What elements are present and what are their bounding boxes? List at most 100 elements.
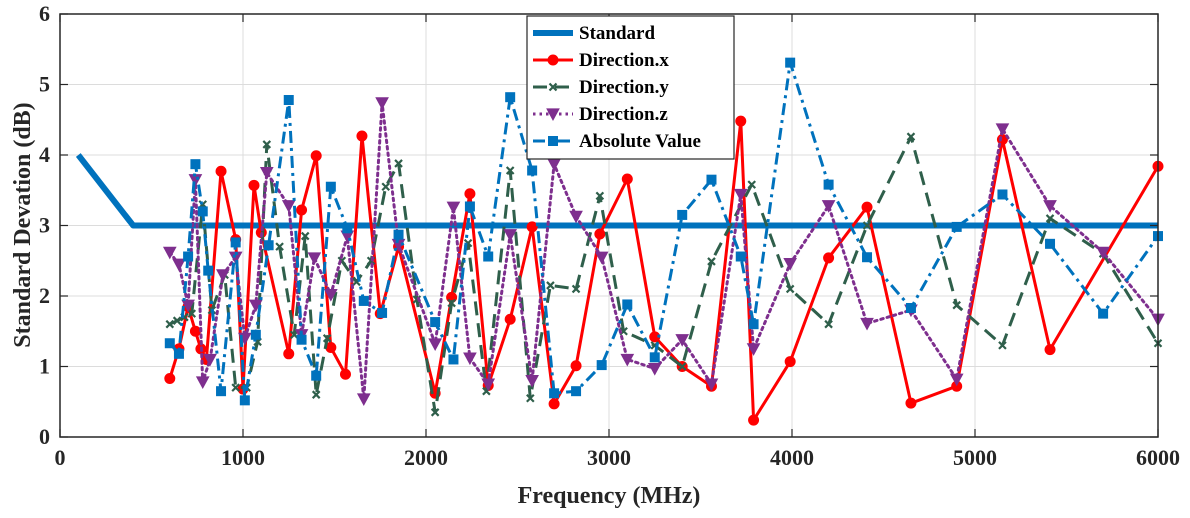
- data-point: [735, 251, 746, 262]
- y-tick-label: 5: [39, 72, 50, 97]
- data-point: [342, 223, 353, 234]
- data-point: [215, 165, 227, 177]
- data-point: [203, 265, 214, 276]
- data-point: [998, 341, 1007, 350]
- data-point: [951, 221, 962, 232]
- data-point: [949, 373, 964, 387]
- data-point: [733, 188, 748, 202]
- data-point: [275, 242, 284, 251]
- data-point: [311, 390, 321, 399]
- data-point: [230, 237, 241, 248]
- data-point: [464, 188, 476, 200]
- data-point: [571, 386, 582, 397]
- data-point: [183, 251, 194, 262]
- legend-label: Absolute Value: [579, 131, 701, 152]
- data-point: [525, 375, 539, 388]
- data-point: [310, 150, 322, 162]
- data-point: [621, 173, 633, 185]
- data-point: [250, 329, 261, 340]
- data-point: [503, 229, 518, 242]
- data-point: [905, 397, 917, 409]
- data-point: [784, 356, 796, 368]
- data-point: [862, 252, 873, 263]
- data-point: [620, 353, 635, 367]
- data-point: [821, 200, 836, 213]
- data-point: [195, 376, 210, 390]
- data-point: [547, 158, 561, 172]
- data-point: [216, 269, 230, 282]
- data-point: [596, 360, 607, 371]
- data-point: [239, 395, 250, 406]
- legend: Standard Direction.x Direction.y Direction.…: [526, 15, 735, 160]
- legend-entry: Direction.y: [533, 77, 669, 98]
- legend-entry: Direction.z: [533, 104, 668, 125]
- data-point: [748, 414, 760, 426]
- y-tick-label: 6: [39, 1, 50, 26]
- axes: 0 1000 2000 3000 4000 5000 6000 0 1 2 3 4 5 6: [39, 1, 1180, 470]
- data-point: [259, 167, 274, 180]
- data-point: [905, 302, 916, 313]
- data-point: [1098, 308, 1109, 319]
- data-point: [448, 354, 459, 365]
- data-point: [446, 201, 461, 215]
- data-point: [647, 363, 662, 376]
- legend-label: Direction.y: [579, 77, 669, 98]
- data-point: [322, 334, 332, 343]
- data-point: [570, 360, 582, 372]
- data-point: [358, 295, 369, 306]
- legend-label: Standard: [579, 23, 655, 44]
- data-point: [187, 309, 197, 318]
- data-point: [430, 317, 441, 328]
- data-point: [190, 159, 201, 170]
- data-point: [181, 299, 195, 313]
- data-point: [164, 338, 175, 349]
- data-point: [569, 210, 583, 224]
- x-tick-label: 0: [55, 445, 66, 470]
- data-point: [594, 228, 606, 240]
- data-point: [216, 386, 227, 397]
- data-point: [546, 108, 560, 122]
- data-point: [549, 388, 560, 399]
- data-point: [281, 200, 296, 213]
- data-point: [203, 353, 217, 367]
- data-point: [504, 313, 516, 325]
- data-point: [1044, 344, 1056, 356]
- data-point: [735, 115, 747, 127]
- series-direction-y: [165, 132, 1163, 417]
- data-point: [952, 300, 961, 310]
- legend-entry: Absolute Value: [533, 131, 701, 152]
- data-point: [428, 338, 442, 351]
- data-point: [375, 97, 389, 110]
- data-point: [746, 343, 761, 356]
- data-point: [677, 209, 688, 220]
- y-tick-label: 4: [39, 142, 50, 167]
- data-point: [675, 334, 690, 347]
- data-point: [747, 180, 757, 189]
- series-absolute-value: [164, 57, 1163, 406]
- data-point: [527, 165, 538, 176]
- data-point: [546, 281, 555, 290]
- x-axis-title: Frequency (MHz): [518, 483, 701, 509]
- data-point: [547, 54, 559, 66]
- legend-entry: Direction.x: [533, 50, 669, 71]
- data-point: [707, 257, 716, 266]
- legend-entry: Standard: [533, 23, 655, 44]
- data-point: [997, 189, 1008, 200]
- data-point: [995, 123, 1010, 136]
- data-point: [394, 159, 403, 168]
- data-point: [164, 372, 176, 384]
- data-point: [824, 319, 833, 329]
- y-tick-label: 0: [39, 424, 50, 449]
- y-axis-title: Standard Devation (dB): [10, 102, 36, 347]
- legend-label: Direction.z: [579, 104, 668, 125]
- data-point: [189, 325, 201, 337]
- data-point: [785, 57, 796, 68]
- data-point: [307, 252, 322, 265]
- data-point: [300, 231, 310, 241]
- data-point: [823, 179, 834, 190]
- data-point: [172, 258, 186, 272]
- data-point: [173, 348, 184, 359]
- x-tick-label: 1000: [221, 445, 265, 470]
